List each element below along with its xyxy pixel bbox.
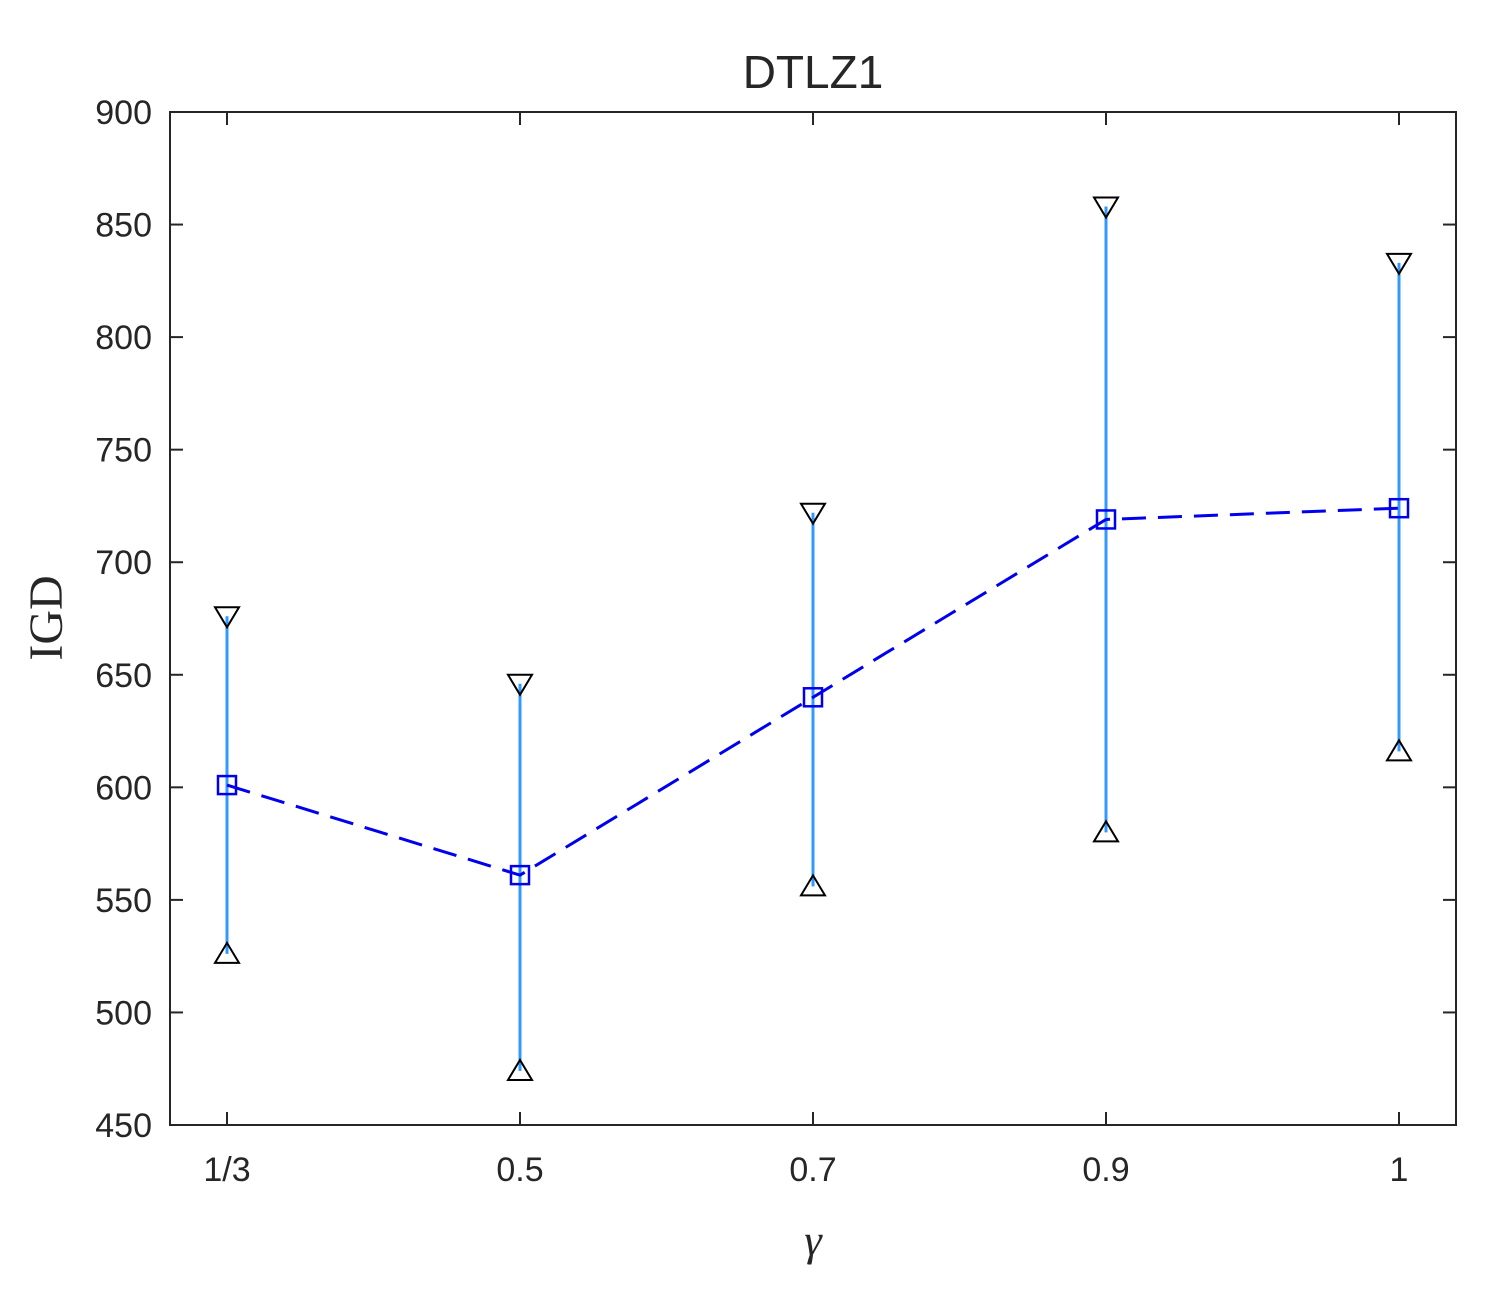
lower-bound-marker [799, 873, 827, 897]
y-axis-ticks: 450 500 550 600 650 700 750 800 850 900 [95, 94, 1456, 1145]
y-tick-label: 600 [95, 769, 152, 807]
axes-box [169, 111, 1457, 1126]
y-tick-label: 550 [95, 882, 152, 920]
upper-bound-marker [1385, 252, 1413, 276]
y-tick-label: 750 [95, 432, 152, 470]
upper-bound-marker [799, 502, 827, 526]
lower-bound-marker [506, 1058, 534, 1081]
x-tick-label: 1/3 [203, 1151, 250, 1189]
chart-title: DTLZ1 [743, 46, 884, 98]
data-point-marker [509, 864, 531, 886]
x-tick-label: 0.9 [1082, 1151, 1129, 1189]
x-axis-label: γ [804, 1216, 823, 1265]
series-markers [216, 497, 1410, 886]
data-point-marker [1388, 497, 1410, 519]
y-tick-label: 500 [95, 994, 152, 1032]
y-tick-label: 800 [95, 319, 152, 357]
y-tick-label: 700 [95, 544, 152, 582]
y-tick-label: 900 [95, 94, 152, 132]
y-tick-label: 650 [95, 657, 152, 695]
upper-bound-marker [1092, 196, 1120, 220]
upper-bound-marker [506, 673, 534, 697]
x-axis-ticks: 1/3 0.5 0.7 0.9 1 [203, 112, 1408, 1189]
x-tick-label: 0.5 [496, 1151, 543, 1189]
y-tick-label: 450 [95, 1107, 152, 1145]
x-tick-label: 0.7 [789, 1151, 836, 1189]
y-tick-label: 850 [95, 207, 152, 245]
series-lines [226, 506, 1400, 877]
data-point-marker [216, 774, 238, 796]
lower-bound-marker [1385, 738, 1413, 762]
data-point-marker [1095, 509, 1117, 530]
data-point-marker [802, 687, 824, 708]
lower-bound-marker [1092, 819, 1120, 843]
y-axis-label: IGD [20, 575, 73, 660]
upper-bound-marker [213, 606, 241, 630]
lower-bound-marker [213, 940, 241, 964]
series-line [226, 506, 1400, 877]
x-tick-label: 1 [1390, 1151, 1409, 1189]
